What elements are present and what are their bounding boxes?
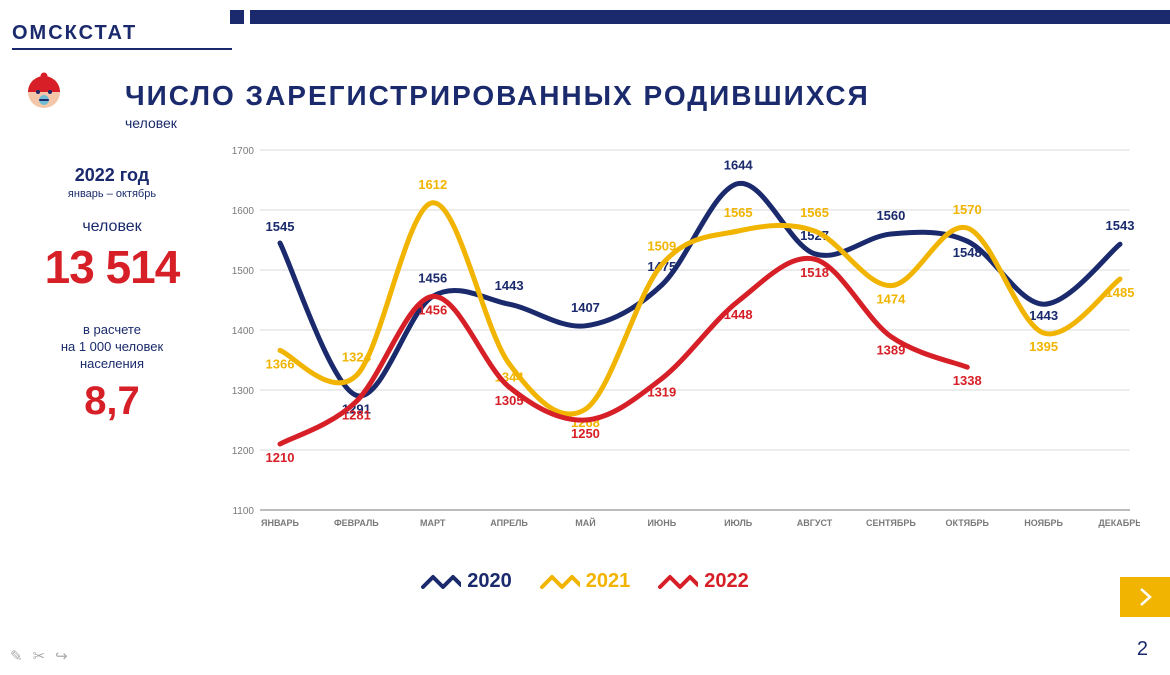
svg-text:1565: 1565 [724, 205, 753, 220]
svg-text:1474: 1474 [876, 292, 906, 307]
svg-text:1500: 1500 [232, 266, 255, 277]
legend-label: 2021 [586, 570, 631, 593]
svg-text:АВГУСТ: АВГУСТ [797, 518, 833, 528]
svg-text:АПРЕЛЬ: АПРЕЛЬ [490, 518, 528, 528]
summary-people-value: 13 514 [12, 240, 212, 294]
svg-text:1389: 1389 [876, 343, 905, 358]
svg-text:1485: 1485 [1106, 285, 1135, 300]
svg-text:1324: 1324 [342, 350, 372, 365]
svg-text:1319: 1319 [647, 385, 676, 400]
svg-text:НОЯБРЬ: НОЯБРЬ [1024, 518, 1063, 528]
cut-icon[interactable]: ✂ [33, 647, 46, 665]
legend-item: 2022 [658, 570, 749, 593]
svg-text:1300: 1300 [232, 386, 255, 397]
legend-swatch-icon [421, 573, 461, 591]
svg-text:1560: 1560 [876, 208, 905, 223]
svg-text:1548: 1548 [953, 245, 982, 260]
page-title: ЧИСЛО ЗАРЕГИСТРИРОВАННЫХ РОДИВШИХСЯ [125, 80, 870, 112]
svg-text:1400: 1400 [232, 326, 255, 337]
summary-year: 2022 год [12, 165, 212, 186]
svg-text:1456: 1456 [418, 270, 447, 285]
svg-text:СЕНТЯБРЬ: СЕНТЯБРЬ [866, 518, 916, 528]
svg-text:1366: 1366 [266, 356, 295, 371]
svg-text:ДЕКАБРЬ: ДЕКАБРЬ [1098, 518, 1140, 528]
svg-text:ЯНВАРЬ: ЯНВАРЬ [261, 518, 300, 528]
legend-swatch-icon [658, 573, 698, 591]
line-chart: 1100 1200 1300 1400 1500 1600 1700 ЯНВАРЬ ФЕВРАЛ… [220, 140, 1140, 560]
svg-text:1338: 1338 [953, 373, 982, 388]
summary-panel: 2022 год январь – октябрь человек 13 514… [12, 165, 212, 424]
summary-per1000-value: 8,7 [12, 379, 212, 424]
svg-text:МАРТ: МАРТ [420, 518, 446, 528]
page-number: 2 [1137, 638, 1148, 661]
svg-text:1281: 1281 [342, 407, 371, 422]
svg-text:1456: 1456 [418, 302, 447, 317]
header-accent [230, 10, 244, 24]
svg-text:1200: 1200 [232, 446, 255, 457]
svg-text:1448: 1448 [724, 307, 753, 322]
brand-logo: ОМСКСТАТ [12, 22, 137, 45]
svg-text:ИЮНЬ: ИЮНЬ [647, 518, 676, 528]
legend: 2020 2021 2022 [0, 570, 1170, 596]
svg-text:1612: 1612 [418, 177, 447, 192]
legend-label: 2020 [467, 570, 512, 593]
svg-text:1100: 1100 [232, 506, 254, 517]
edit-icon[interactable]: ✎ [10, 647, 23, 665]
legend-swatch-icon [540, 573, 580, 591]
summary-period: январь – октябрь [12, 188, 212, 200]
page-subtitle: человек [125, 115, 177, 131]
svg-text:1407: 1407 [571, 300, 600, 315]
svg-text:1600: 1600 [232, 206, 255, 217]
legend-item: 2021 [540, 570, 631, 593]
brand-underline [12, 48, 232, 50]
summary-per1000-label: в расчетена 1 000 человекнаселения [12, 322, 212, 373]
svg-text:ИЮЛЬ: ИЮЛЬ [724, 518, 753, 528]
svg-text:1644: 1644 [724, 158, 754, 173]
svg-text:1700: 1700 [232, 146, 255, 157]
svg-text:1443: 1443 [1029, 308, 1058, 323]
baby-icon [14, 70, 74, 135]
bottom-controls: ✎ ✂ ↪ [10, 647, 68, 665]
header-bar [250, 10, 1170, 24]
svg-text:1543: 1543 [1106, 218, 1135, 233]
svg-text:1545: 1545 [266, 219, 295, 234]
svg-text:1565: 1565 [800, 205, 829, 220]
summary-people-label: человек [12, 218, 212, 236]
svg-text:ФЕВРАЛЬ: ФЕВРАЛЬ [334, 518, 379, 528]
svg-text:1210: 1210 [266, 450, 295, 465]
svg-text:1305: 1305 [495, 393, 524, 408]
svg-text:1509: 1509 [647, 239, 676, 254]
svg-text:ОКТЯБРЬ: ОКТЯБРЬ [946, 518, 990, 528]
svg-text:1443: 1443 [495, 278, 524, 293]
legend-label: 2022 [704, 570, 749, 593]
svg-text:1395: 1395 [1029, 339, 1058, 354]
svg-text:МАЙ: МАЙ [575, 517, 595, 528]
forward-icon[interactable]: ↪ [55, 647, 68, 665]
legend-item: 2020 [421, 570, 512, 593]
svg-text:1518: 1518 [800, 265, 829, 280]
svg-text:1570: 1570 [953, 202, 982, 217]
next-button[interactable] [1120, 577, 1170, 617]
svg-text:1250: 1250 [571, 426, 600, 441]
